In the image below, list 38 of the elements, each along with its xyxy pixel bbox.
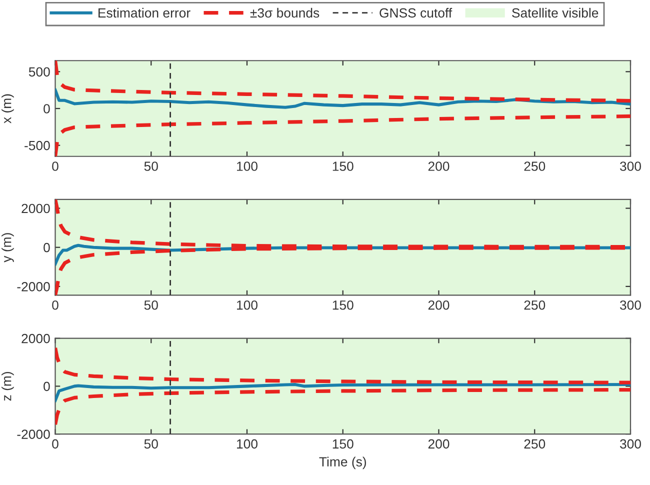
- y-tick-label: -500: [24, 140, 50, 150]
- x-axis-title: Time (s): [319, 456, 366, 470]
- y-tick-label: -2000: [17, 430, 50, 439]
- y-tick-label: 0: [44, 382, 50, 392]
- x-tick-label: 200: [428, 439, 450, 449]
- legend-label: ±3σ bounds: [250, 8, 320, 18]
- y-tick-label: -2000: [17, 282, 50, 292]
- y-axis-title: z (m): [2, 372, 14, 401]
- y-axis-title: x (m): [2, 94, 14, 124]
- x-tick-label: 150: [332, 162, 354, 171]
- x-tick-label: 50: [144, 439, 158, 449]
- y-tick-label: 2000: [22, 334, 50, 344]
- x-tick-label: 200: [428, 162, 450, 171]
- y-axis-title: y (m): [2, 233, 14, 262]
- legend-label: Satellite visible: [512, 8, 598, 18]
- x-tick-label: 150: [332, 300, 354, 310]
- y-tick-label: 500: [28, 67, 50, 77]
- x-tick-label: 250: [524, 439, 546, 449]
- x-tick-label: 0: [52, 162, 58, 171]
- x-tick-label: 150: [332, 439, 354, 449]
- x-tick-label: 0: [52, 300, 58, 310]
- y-tick-label: 2000: [22, 204, 50, 214]
- y-tick-label: 0: [44, 104, 50, 114]
- x-tick-label: 300: [620, 162, 641, 171]
- legend-label: GNSS cutoff: [380, 8, 452, 18]
- x-tick-label: 300: [620, 300, 641, 310]
- x-tick-label: 100: [237, 300, 258, 310]
- x-tick-label: 250: [524, 300, 546, 310]
- x-tick-label: 100: [237, 439, 258, 449]
- x-tick-label: 0: [52, 439, 58, 449]
- x-tick-label: 100: [237, 162, 258, 171]
- legend-label: Estimation error: [98, 8, 190, 18]
- x-tick-label: 250: [524, 162, 546, 171]
- y-tick-label: 0: [44, 242, 50, 252]
- x-tick-label: 200: [428, 300, 450, 310]
- x-tick-label: 300: [620, 439, 641, 449]
- x-tick-label: 50: [144, 162, 158, 171]
- x-tick-label: 50: [144, 300, 158, 310]
